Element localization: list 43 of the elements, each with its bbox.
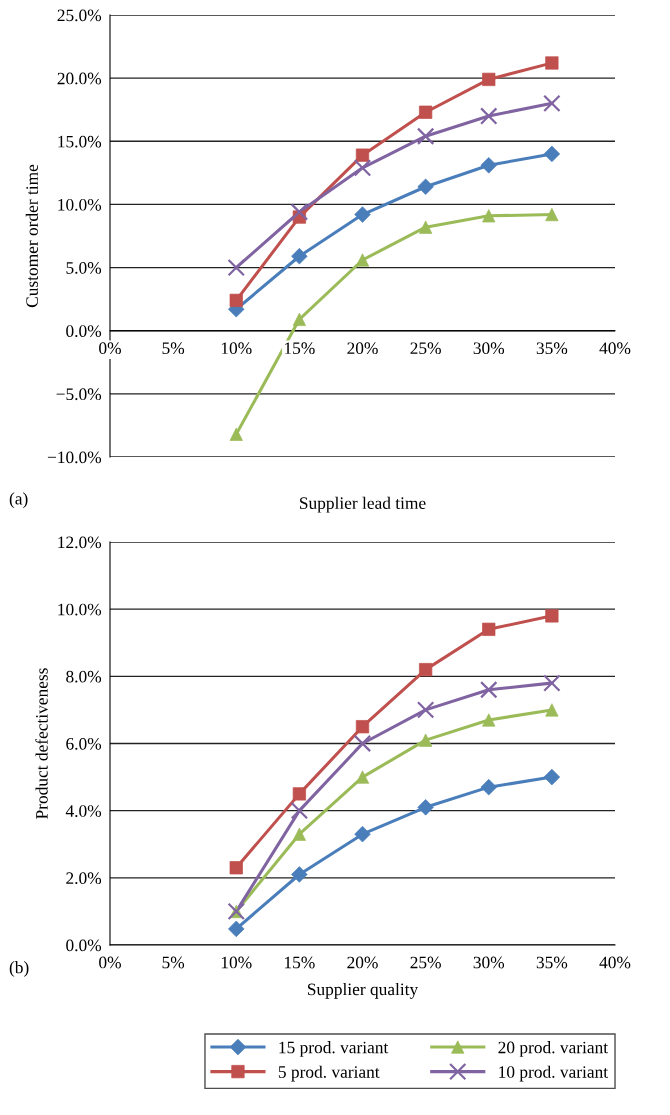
y-tick-label: 10.0%	[58, 198, 102, 211]
x-tick-label: 0%	[99, 342, 121, 355]
x-tick-label: 35%	[536, 342, 568, 355]
x-axis-title: Supplier lead time	[300, 496, 426, 513]
x-tick-label: 5%	[162, 342, 185, 355]
y-tick-label: 5.0%	[66, 262, 102, 274]
y-tick-label: 15.0%	[58, 135, 102, 148]
y-tick-label: 0.0%	[66, 939, 102, 952]
y-tick-label: 10.0%	[58, 603, 102, 616]
legend-label: 5 prod. variant	[278, 1065, 380, 1082]
text: (b)	[9, 961, 29, 977]
x-tick-label: 15%	[284, 342, 315, 355]
x-tick-label: 15%	[284, 956, 315, 969]
legend-label: 20 prod. variant	[498, 1041, 608, 1057]
y-tick-label: −5.0%	[56, 388, 102, 401]
x-tick-label: 20%	[347, 342, 378, 355]
x-tick-label: 20%	[347, 956, 378, 969]
y-tick-label: 20.0%	[57, 72, 102, 85]
x-tick-label: 30%	[473, 342, 505, 355]
y-axis-title: Customer order time	[25, 164, 38, 308]
x-tick-label: 0%	[99, 956, 121, 969]
y-tick-label: 25.0%	[57, 9, 102, 22]
x-tick-label: 25%	[410, 342, 441, 355]
text: (a)	[9, 492, 28, 509]
y-tick-label: 2.0%	[66, 872, 102, 885]
y-tick-label: 0.0%	[66, 325, 102, 337]
x-tick-label: 40%	[599, 342, 631, 355]
x-tick-label: 40%	[599, 956, 631, 969]
x-tick-label: 30%	[473, 956, 505, 969]
legend-label: 10 prod. variant	[499, 1065, 608, 1082]
x-tick-label: 35%	[536, 956, 568, 969]
y-tick-label: 12.0%	[58, 536, 102, 549]
legend-label: 15 prod. variant	[279, 1041, 389, 1057]
y-tick-label: 8.0%	[66, 670, 102, 683]
x-tick-label: 10%	[221, 342, 252, 355]
x-tick-label: 10%	[221, 956, 252, 969]
y-tick-label: 4.0%	[65, 805, 102, 817]
x-axis-title: Supplier quality	[307, 982, 419, 999]
y-axis-title: Product defectiveness	[35, 668, 48, 819]
x-tick-label: 5%	[162, 956, 185, 969]
y-tick-label: 6.0%	[66, 737, 102, 750]
x-tick-label: 25%	[410, 956, 441, 969]
y-tick-label: −10.0%	[47, 451, 102, 464]
